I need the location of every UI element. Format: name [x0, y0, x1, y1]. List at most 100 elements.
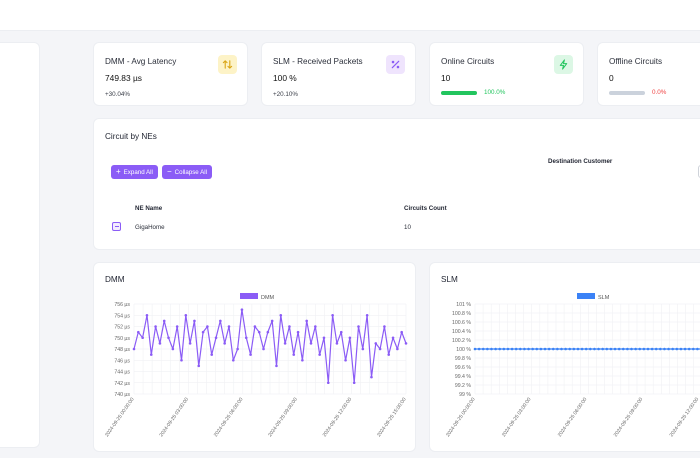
expand-all-button[interactable]: + Expand All [111, 165, 158, 179]
expand-row-icon[interactable] [112, 222, 121, 231]
data-point [361, 347, 365, 351]
lightning-icon [554, 55, 573, 74]
data-point [527, 347, 530, 351]
x-tick-label: 2024-09-25 15:00:00 [376, 397, 408, 439]
data-point [188, 342, 192, 345]
data-point [683, 347, 687, 351]
data-point [605, 347, 609, 351]
data-point [275, 364, 278, 368]
data-point [391, 336, 395, 340]
data-point [473, 347, 477, 351]
legend-swatch [577, 293, 595, 299]
data-point [244, 336, 248, 340]
kpi-delta: +20.10% [273, 91, 299, 98]
data-point [184, 313, 188, 317]
progress-track [609, 91, 645, 95]
data-point [679, 347, 683, 351]
x-tick-label: 2024-09-25 03:00:00 [158, 397, 190, 439]
data-point [663, 347, 666, 351]
data-point [638, 347, 642, 351]
data-point [568, 347, 572, 351]
y-tick-label: 754 µs [114, 313, 130, 319]
data-point [490, 347, 493, 351]
data-point [675, 347, 679, 351]
y-tick-label: 100.6 % [452, 320, 471, 326]
data-point [270, 319, 274, 323]
legend-label: SLM [598, 295, 610, 301]
y-tick-label: 744 µs [114, 370, 130, 376]
data-point [180, 358, 183, 362]
data-point [331, 313, 334, 317]
data-point [288, 325, 291, 328]
minus-icon: − [167, 167, 172, 176]
y-tick-label: 99.2 % [455, 383, 472, 389]
data-point [210, 353, 214, 356]
x-tick-label: 2024-09-25 03:00:00 [501, 397, 533, 439]
data-point [564, 347, 567, 351]
kpi-value: 100 % [273, 73, 297, 83]
data-point [646, 347, 650, 351]
filter-dropdown-edge[interactable] [698, 165, 700, 178]
y-tick-label: 750 µs [114, 336, 130, 342]
y-tick-label: 101 % [456, 302, 471, 308]
data-point [339, 330, 343, 334]
data-point [400, 330, 403, 334]
data-point [481, 347, 485, 351]
data-point [197, 364, 201, 368]
data-point [506, 347, 510, 351]
y-tick-label: 100 % [456, 347, 471, 353]
data-point [292, 353, 296, 356]
top-bar [0, 0, 700, 31]
slm-chart-title: SLM [441, 275, 458, 284]
data-point [486, 347, 489, 351]
data-point [580, 347, 584, 351]
x-tick-label: 2024-09-25 09:00:00 [267, 397, 299, 439]
data-point [296, 330, 300, 334]
data-point [547, 347, 551, 351]
data-point [326, 381, 330, 385]
y-tick-label: 748 µs [114, 347, 130, 353]
circuits-title: Circuit by NEs [105, 132, 157, 141]
data-point [404, 342, 408, 345]
collapse-all-button[interactable]: − Collapse All [162, 165, 213, 179]
data-point [201, 330, 205, 334]
data-point [352, 381, 356, 385]
y-tick-label: 740 µs [114, 392, 130, 398]
data-point [597, 347, 600, 351]
data-point [498, 347, 502, 351]
y-tick-label: 99 % [459, 392, 471, 398]
data-point [621, 347, 625, 351]
data-point [584, 347, 588, 351]
kpi-card-slm-packets: SLM - Received Packets 100 % +20.10% [261, 42, 416, 106]
x-tick-label: 2024-09-25 06:00:00 [557, 397, 589, 439]
y-tick-label: 742 µs [114, 381, 130, 387]
data-point [396, 347, 399, 351]
kpi-card-dmm-latency: DMM - Avg Latency 749.83 µs +30.04% [93, 42, 248, 106]
kpi-value: 0 [609, 73, 614, 83]
data-point [630, 347, 633, 351]
data-point [262, 347, 265, 351]
filter-label: Destination Customer [548, 158, 613, 165]
data-point [531, 347, 534, 351]
data-point [370, 375, 373, 379]
data-point [154, 325, 157, 328]
column-header-circuits-count: Circuits Count [404, 205, 447, 212]
dmm-chart: DMM 756 µs 754 µs 752 µs 750 µs 748 µs 746 µs 7… [104, 293, 408, 439]
data-point [305, 319, 308, 323]
kpi-delta: +30.04% [105, 91, 131, 98]
x-tick-label: 2024-09-25 00:00:00 [445, 397, 477, 439]
data-point [175, 325, 179, 328]
data-point [223, 342, 226, 345]
data-point [132, 347, 136, 351]
data-point [477, 347, 481, 351]
y-tick-label: 99.4 % [455, 374, 472, 380]
data-point [236, 347, 239, 351]
data-point [314, 325, 317, 328]
kpi-title: SLM - Received Packets [273, 57, 363, 66]
x-tick-label: 2024-09-25 06:00:00 [213, 397, 245, 439]
x-tick-label: 2024-09-25 12:00:00 [669, 397, 700, 439]
data-point [249, 353, 252, 356]
kpi-value: 10 [441, 73, 451, 83]
data-point [232, 358, 235, 362]
data-point [322, 336, 326, 340]
